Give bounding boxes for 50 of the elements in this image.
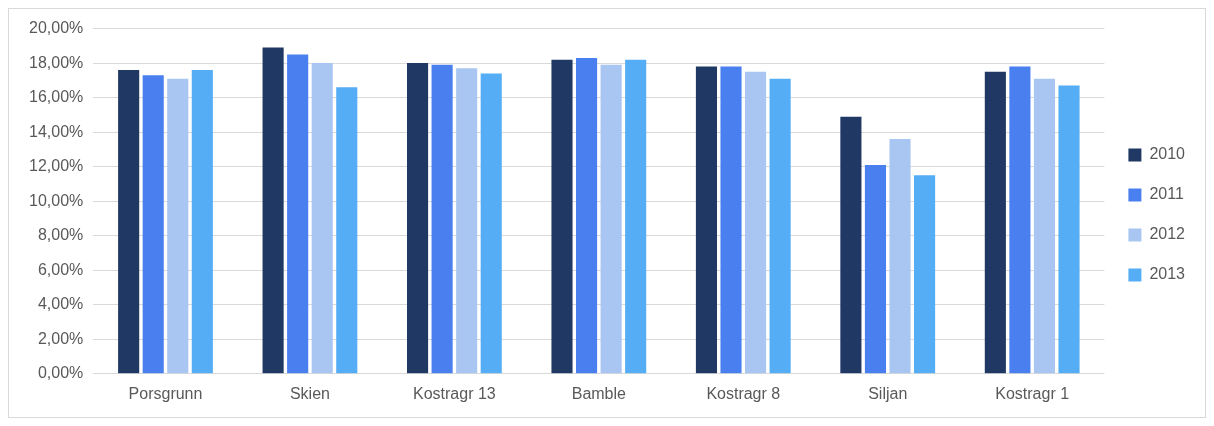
y-tick-label: 20,00% (29, 19, 84, 37)
bar (600, 64, 622, 374)
y-tick-label: 10,00% (29, 191, 84, 209)
x-tick-label: Bamble (571, 384, 627, 402)
bar (695, 66, 718, 374)
bar (720, 66, 742, 374)
y-tick-label: 12,00% (29, 157, 84, 175)
bar (984, 71, 1006, 374)
y-tick-label: 6,00% (37, 260, 84, 278)
bar (142, 75, 164, 374)
y-tick-label: 8,00% (37, 226, 84, 244)
bar (456, 68, 478, 374)
bar (889, 139, 911, 374)
y-tick-label: 4,00% (37, 295, 84, 313)
bar (406, 63, 429, 374)
bar (1009, 66, 1031, 374)
bar (287, 54, 309, 374)
legend-label: 2010 (1149, 145, 1186, 163)
legend-label: 2011 (1149, 185, 1184, 203)
x-tick-label: Porsgrunn (128, 384, 203, 402)
bar (576, 57, 598, 374)
bar (625, 59, 647, 374)
bar (914, 175, 936, 374)
x-tick-label: Kostragr 1 (995, 384, 1070, 402)
bar (167, 78, 189, 374)
y-tick-label: 16,00% (29, 88, 84, 106)
x-tick-label: Kostragr 8 (706, 384, 781, 402)
bar (864, 164, 887, 374)
bar (480, 73, 502, 374)
legend-label: 2012 (1149, 225, 1186, 243)
y-tick-label: 0,00% (37, 364, 84, 382)
bar (118, 70, 140, 374)
bar (1033, 78, 1056, 374)
bar (336, 87, 358, 374)
legend-label: 2013 (1149, 265, 1186, 283)
x-tick-label: Skien (289, 384, 330, 402)
bar (840, 116, 862, 374)
bar (1058, 85, 1080, 374)
x-tick-label: Kostragr 13 (413, 384, 496, 402)
bar (431, 64, 453, 374)
x-tick-label: Siljan (868, 384, 908, 402)
y-tick-label: 14,00% (29, 122, 84, 140)
y-tick-label: 2,00% (37, 329, 84, 347)
bar (745, 71, 767, 374)
bar (769, 78, 791, 374)
bar (262, 47, 284, 374)
bar (311, 63, 333, 374)
bar (551, 59, 573, 374)
y-tick-label: 18,00% (29, 53, 84, 71)
bar (191, 70, 213, 374)
